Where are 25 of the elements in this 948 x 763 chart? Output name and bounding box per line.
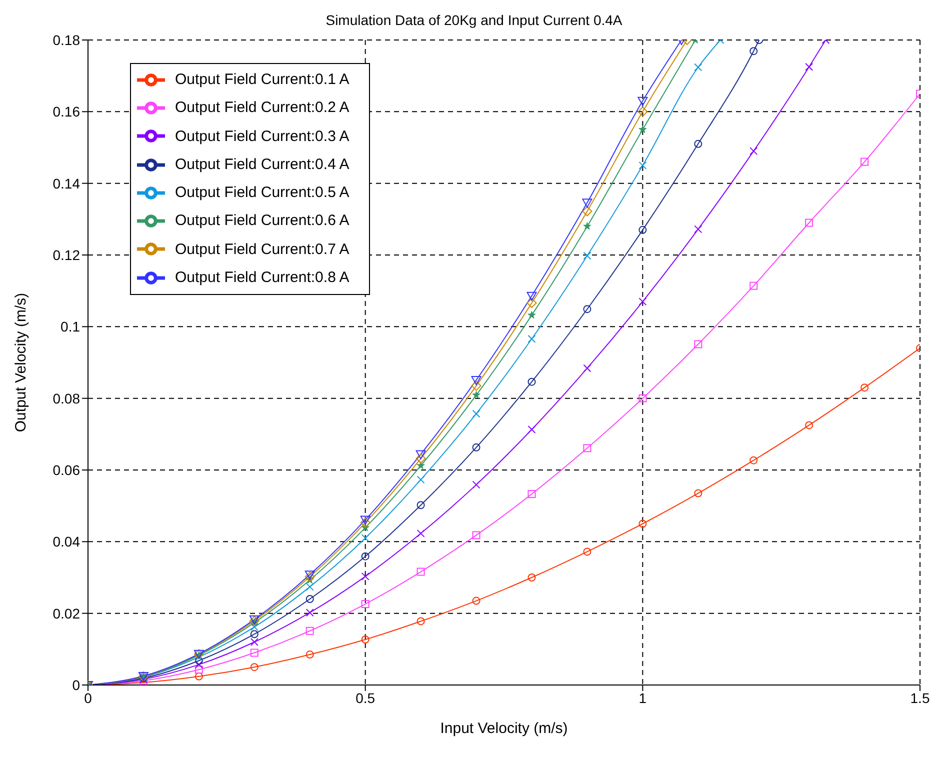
y-tick-label: 0.02 (52, 605, 80, 622)
x-tick-label: 1 (638, 690, 647, 706)
legend-label: Output Field Current:0.6 A (175, 212, 350, 230)
y-tick-label: 0.08 (52, 390, 80, 406)
y-tick-label: 0.04 (52, 534, 80, 550)
y-tick-label: 0.1 (60, 318, 80, 335)
x-tick-label: 1.5 (910, 690, 930, 706)
x-tick-label: 0.5 (356, 690, 376, 706)
legend-label: Output Field Current:0.3 A (175, 128, 350, 145)
legend-label: Output Field Current:0.2 A (175, 99, 350, 116)
legend-label: Output Field Current:0.1 A (175, 71, 350, 88)
legend-label: Output Field Current:0.7 A (175, 240, 350, 258)
legend-label: Output Field Current:0.5 A (175, 184, 350, 202)
y-tick-label: 0.16 (52, 104, 80, 120)
y-tick-label: 0 (72, 676, 80, 693)
y-tick-label: 0.06 (52, 462, 80, 478)
y-axis-title: Output Velocity (m/s) (12, 292, 30, 432)
y-tick-label: 0.18 (52, 32, 80, 48)
y-tick-label: 0.14 (52, 175, 80, 192)
legend-label: Output Field Current:0.8 A (175, 268, 350, 286)
legend-label: Output Field Current:0.4 A (175, 156, 350, 173)
x-axis-title: Input Velocity (m/s) (440, 720, 568, 737)
chart-title: Simulation Data of 20Kg and Input Current 0.4A (324, 12, 624, 28)
x-tick-label: 0 (84, 690, 92, 706)
y-tick-label: 0.12 (52, 246, 80, 263)
